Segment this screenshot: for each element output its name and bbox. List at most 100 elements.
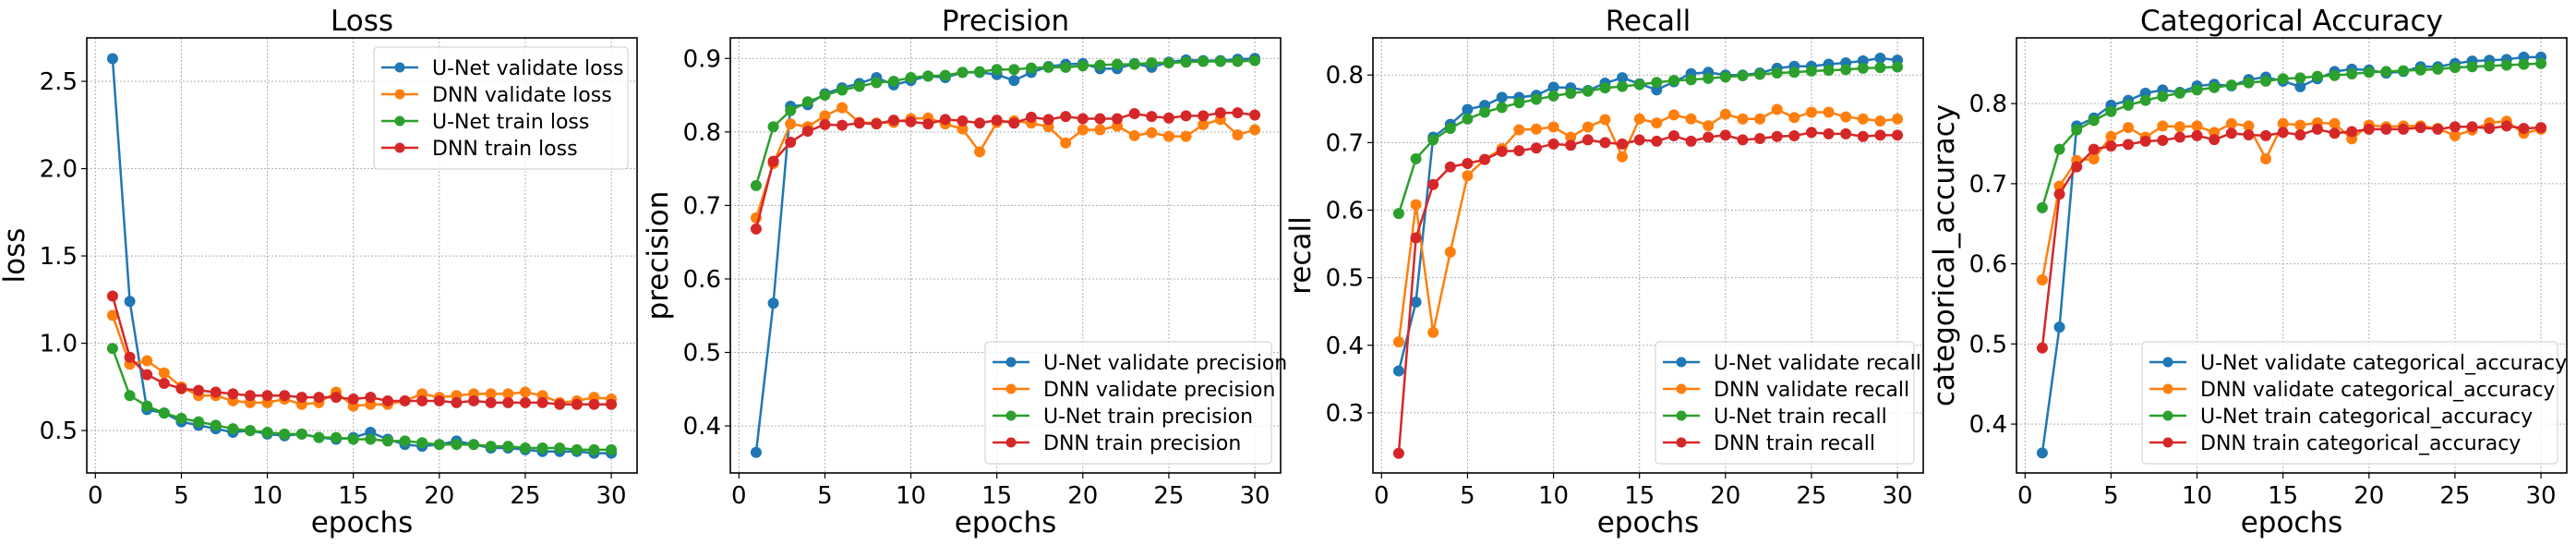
data-point: [1874, 115, 1886, 127]
legend-item: U-Net train loss: [381, 111, 589, 134]
data-point: [1060, 111, 1072, 123]
data-point: [2191, 120, 2203, 132]
data-point: [2225, 79, 2237, 91]
data-point: [210, 386, 222, 398]
y-tick-label: 0.8: [683, 119, 721, 147]
data-point: [2260, 75, 2272, 87]
data-point: [767, 297, 779, 309]
legend-label: U-Net train precision: [1043, 406, 1253, 429]
data-point: [2311, 70, 2323, 82]
data-point: [1060, 61, 1072, 73]
x-axis-label: epochs: [311, 506, 414, 539]
data-point: [1823, 106, 1835, 118]
x-tick-label: 5: [174, 482, 189, 510]
data-point: [1737, 69, 1749, 81]
chart-1: 0 5 10 15 20 25 30 0.4 0.5 0.6 0.7 0.8 0.9 Precision e…: [642, 5, 1287, 539]
legend: U-Net validate recall DNN validate recall…: [1655, 341, 1921, 465]
data-point: [2053, 143, 2065, 155]
data-point: [1617, 80, 1629, 92]
data-point: [1892, 113, 1904, 125]
data-point: [1651, 135, 1663, 147]
x-tick-label: 5: [817, 482, 833, 510]
data-point: [1840, 127, 1852, 139]
data-point: [837, 119, 849, 131]
data-point: [2260, 152, 2272, 164]
legend-item: DNN train categorical_accuracy: [2149, 432, 2521, 455]
data-point: [399, 435, 411, 447]
legend-marker-icon: [1005, 383, 1017, 394]
data-point: [1025, 62, 1037, 74]
data-point: [2123, 139, 2135, 151]
y-tick-label: 0.5: [683, 340, 721, 368]
data-point: [1754, 68, 1766, 80]
data-point: [1146, 111, 1158, 123]
data-point: [2053, 188, 2065, 200]
data-point: [1582, 134, 1594, 146]
legend-label: U-Net validate recall: [1714, 352, 1921, 375]
axes-frame: [729, 37, 1282, 474]
data-point: [1823, 127, 1835, 139]
data-point: [1599, 114, 1611, 126]
data-point: [1128, 58, 1140, 70]
data-point: [519, 386, 531, 398]
x-tick-label: 10: [2182, 482, 2212, 510]
data-point: [2277, 117, 2289, 129]
x-tick-label: 30: [1883, 482, 1913, 510]
data-point: [767, 121, 779, 133]
data-point: [1077, 60, 1089, 72]
series-line: [754, 111, 1256, 230]
data-point: [871, 118, 883, 130]
y-tick-label: 0.4: [683, 413, 721, 441]
data-point: [1892, 129, 1904, 141]
data-point: [399, 394, 411, 406]
data-point: [2500, 120, 2512, 132]
data-point: [158, 367, 170, 379]
data-point: [502, 441, 514, 453]
data-point: [2157, 120, 2169, 132]
legend-marker-icon: [1005, 357, 1017, 368]
legend-item: DNN validate categorical_accuracy: [2149, 379, 2555, 402]
data-point: [485, 388, 497, 400]
data-point: [1547, 81, 1559, 93]
legend-box: [373, 46, 629, 170]
data-point: [588, 398, 600, 410]
chart-title: Precision: [942, 5, 1069, 38]
data-point: [1008, 75, 1020, 87]
data-point: [1667, 109, 1679, 121]
y-tick-label: 0.5: [1326, 265, 1364, 293]
data-point: [106, 290, 118, 302]
x-tick-label: 20: [424, 482, 454, 510]
data-point: [1232, 107, 1244, 119]
data-point: [468, 394, 480, 406]
data-point: [2294, 119, 2306, 131]
legend-label: DNN train precision: [1043, 432, 1241, 455]
data-point: [279, 428, 291, 440]
data-point: [2294, 72, 2306, 84]
legend-label: DNN train loss: [432, 138, 578, 161]
data-point: [1703, 131, 1715, 143]
data-point: [193, 384, 205, 396]
data-point: [2414, 122, 2426, 134]
data-point: [1788, 112, 1800, 124]
x-tick-label: 20: [1710, 482, 1740, 510]
data-point: [141, 369, 153, 381]
y-tick-label: 0.7: [1326, 129, 1364, 157]
y-tick-label: 0.5: [1969, 331, 2007, 358]
data-point: [1410, 296, 1422, 308]
data-point: [1462, 158, 1474, 170]
data-point: [1857, 130, 1869, 142]
data-point: [2518, 123, 2530, 135]
axes-frame: [2016, 37, 2568, 474]
series-dnn-validate-loss: [106, 309, 618, 412]
data-point: [2036, 273, 2048, 285]
data-point: [124, 296, 136, 308]
data-point: [905, 115, 917, 127]
data-point: [2088, 115, 2100, 127]
data-point: [871, 77, 883, 89]
data-point: [1042, 114, 1054, 126]
data-point: [2346, 68, 2358, 80]
data-point: [106, 343, 118, 355]
data-point: [416, 437, 428, 449]
data-point: [331, 431, 343, 443]
